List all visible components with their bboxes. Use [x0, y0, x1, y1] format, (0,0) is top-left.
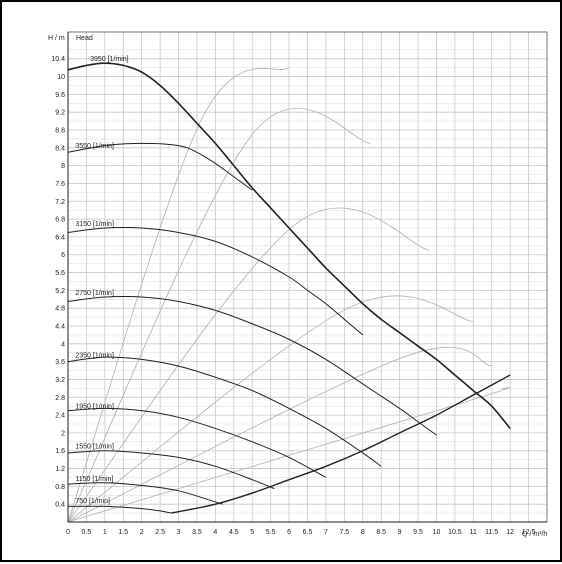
x-tick-label: 10	[433, 529, 441, 536]
speed-curve	[67, 226, 364, 336]
speed-curve	[67, 407, 327, 478]
x-tick-label: 12.5	[522, 529, 536, 536]
y-tick-label: 2	[61, 430, 65, 437]
y-tick-label: 10.4	[51, 56, 65, 63]
x-tick-label: 9.5	[413, 529, 423, 536]
system-curve	[67, 347, 492, 523]
grid	[67, 32, 547, 522]
speed-curve	[67, 356, 382, 467]
x-tick-label: 8.5	[376, 529, 386, 536]
x-tick-label: 1	[103, 529, 107, 536]
system-curve	[67, 207, 430, 523]
speed-curve	[67, 450, 275, 490]
y-tick-label: 10	[57, 74, 65, 81]
y-tick-label: 8	[61, 163, 65, 170]
speed-curve	[67, 142, 253, 191]
x-tick-label: 9	[398, 529, 402, 536]
speed-curve-label: 1150 [1/min]	[75, 476, 113, 483]
x-tick-label: 2	[140, 529, 144, 536]
system-curve	[67, 387, 510, 523]
speed-curve-label: 3550 [1/min]	[75, 143, 114, 150]
axes: 0 0.5 1 1.5 2 2.5 3 3.5 4 4.5 5 5.5 6 6.5 7 7.5 8 8.5 9 9.5…	[51, 31, 548, 536]
y-tick-label: 7.2	[55, 199, 65, 206]
x-tick-label: 12	[506, 529, 514, 536]
speed-curve	[67, 505, 172, 514]
speed-curve-label: 3150 [1/min]	[75, 221, 114, 228]
y-tick-label: 0.4	[55, 502, 65, 509]
y-tick-label: 0.8	[55, 484, 65, 491]
y-tick-label: 3.6	[55, 359, 65, 366]
y-tick-label: 7.6	[55, 181, 65, 188]
y-tick-label: 6.4	[55, 234, 65, 241]
y-tick-label: 4.8	[55, 306, 65, 313]
x-tick-label: 8	[361, 529, 365, 536]
y-tick-label: 5.2	[55, 288, 65, 295]
operating-envelope	[171, 374, 511, 514]
system-curves	[67, 67, 510, 523]
speed-curve-label: 750 [1/min]	[75, 498, 110, 505]
series-group: 3950 [1/min] 3550 [1/min] 3150 [1/min] 2750…	[67, 56, 511, 514]
speed-curve-label: 3950 [1/min]	[90, 56, 129, 63]
y-tick-label: 1.2	[55, 466, 65, 473]
x-tick-label: 2.5	[155, 529, 165, 536]
speed-curve-label: 1550 [1/min]	[75, 444, 114, 451]
y-tick-label: 1.6	[55, 448, 65, 455]
speed-curve	[67, 295, 437, 436]
x-tick-label: 7.5	[339, 529, 349, 536]
y-tick-label: 6	[61, 252, 65, 259]
x-tick-label: 0.5	[82, 529, 92, 536]
x-tick-label: 11	[470, 529, 477, 536]
speed-curve	[67, 62, 511, 429]
y-axis-label: H / m	[48, 35, 65, 42]
speed-curve-label: 2750 [1/min]	[75, 290, 114, 297]
x-tick-label: 3.5	[192, 529, 202, 536]
y-tick-label: 9.2	[55, 110, 65, 117]
x-tick-label: 3	[177, 529, 181, 536]
y-tick-label: 8.4	[55, 145, 65, 152]
y-tick-label: 4	[61, 341, 65, 348]
y-tick-label: 3.2	[55, 377, 65, 384]
y-tick-label: 2.8	[55, 395, 65, 402]
y-tick-label: 9.6	[55, 92, 65, 99]
x-tick-label: 4	[213, 529, 217, 536]
x-tick-label: 0	[66, 529, 70, 536]
x-tick-label: 4.5	[229, 529, 239, 536]
x-tick-label: 1.5	[118, 529, 128, 536]
x-tick-label: 7	[324, 529, 328, 536]
y-tick-label: 6.8	[55, 217, 65, 224]
system-curve	[67, 295, 474, 523]
speed-curve-label: 2350 [1/min]	[75, 352, 114, 359]
x-tick-label: 10.5	[448, 529, 462, 536]
system-curve	[67, 107, 371, 523]
y-tick-label: 5.6	[55, 270, 65, 277]
x-tick-label: 5	[250, 529, 254, 536]
x-tick-label: 5.5	[266, 529, 276, 536]
x-axis-label: Q / m³/h	[522, 531, 547, 538]
speed-curve	[67, 482, 223, 505]
y-tick-label: 2.4	[55, 413, 65, 420]
y-tick-label: 4.4	[55, 324, 65, 331]
y-tick-label: 8.8	[55, 128, 65, 135]
speed-curve-label: 1950 [1/min]	[75, 404, 114, 411]
x-tick-label: 6.5	[303, 529, 313, 536]
system-curve	[67, 67, 290, 523]
chart-title: Head	[76, 35, 93, 42]
x-tick-label: 6	[287, 529, 291, 536]
x-tick-label: 11.5	[485, 529, 498, 536]
